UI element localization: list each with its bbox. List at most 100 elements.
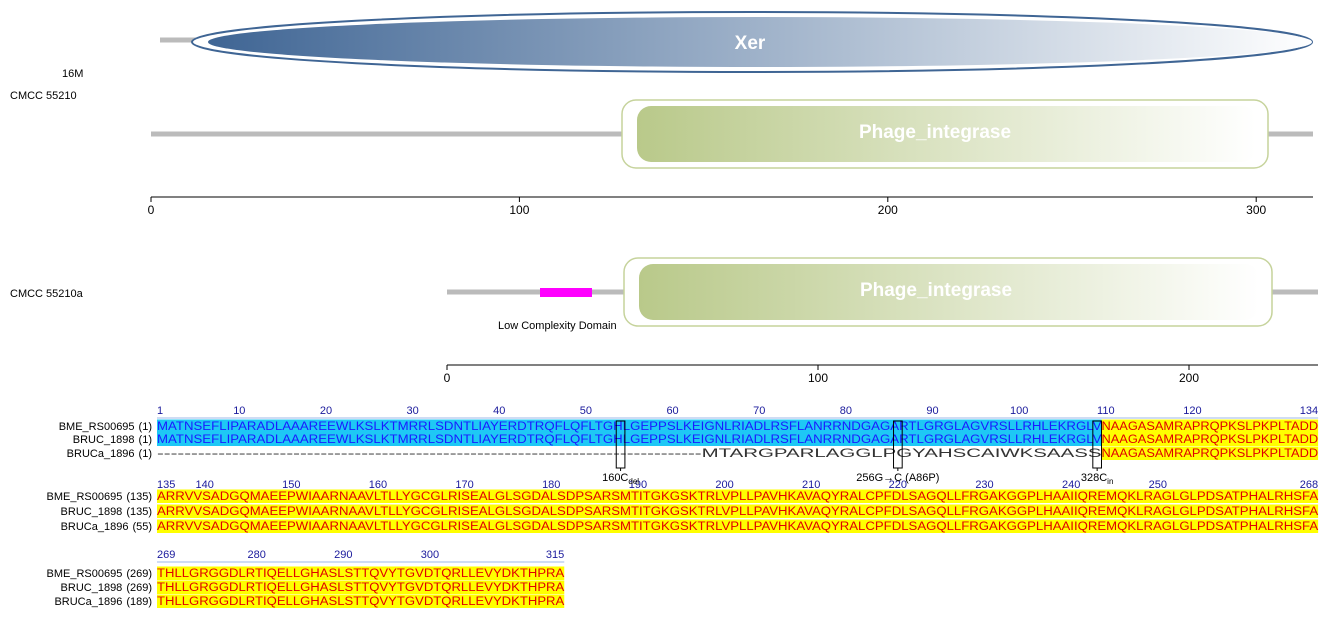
domain-xer — [208, 17, 1312, 67]
row-name: BRUCa_1896 — [67, 448, 135, 460]
row-start: (1) — [139, 434, 152, 446]
row-start: (269) — [126, 582, 152, 594]
row-start: (55) — [132, 521, 152, 533]
ruler-number: 110 — [1097, 405, 1115, 417]
sequence-highlight — [1101, 446, 1319, 460]
region-label: Low Complexity Domain — [498, 320, 617, 332]
ruler-number: 60 — [666, 405, 678, 417]
ruler-number: 135 — [157, 479, 175, 491]
row-start: (269) — [126, 568, 152, 580]
row-name: BME_RS00695 — [59, 421, 135, 433]
sequence-highlight — [157, 419, 1102, 433]
ruler-number: 315 — [546, 549, 564, 561]
ruler-number: 90 — [926, 405, 938, 417]
ruler-number: 230 — [975, 479, 993, 491]
ruler-number: 50 — [580, 405, 592, 417]
mutation-label: 160Cdel — [602, 472, 639, 486]
strain-label: 16M — [62, 68, 83, 80]
ruler-number: 30 — [406, 405, 418, 417]
row-name: BME_RS00695 — [46, 491, 122, 503]
row-name: BRUCa_1896 — [61, 521, 129, 533]
ruler-number: 200 — [715, 479, 733, 491]
row-name: BME_RS00695 — [46, 568, 122, 580]
mutation-text: 160C — [602, 472, 628, 484]
sequence: ARRVVSADGQMAEEPWIAARNAAVLTLLYGCGLRISEALG… — [157, 521, 1318, 533]
sequence: ARRVVSADGQMAEEPWIAARNAAVLTLLYGCGLRISEALG… — [157, 491, 1318, 503]
sequence: ----------------------------------------… — [157, 448, 1102, 460]
sequence: NAAGASAMRAPRQPKSLPKPLTADD — [1101, 434, 1318, 446]
low-complexity-region — [540, 288, 592, 297]
row-start: (135) — [126, 491, 152, 503]
ruler-number: 150 — [282, 479, 300, 491]
sequence-highlight — [157, 489, 1319, 503]
row-start: (189) — [126, 596, 152, 608]
domain-phage — [639, 264, 1259, 320]
domain-label: Phage_integrase — [859, 122, 1011, 143]
ruler-number: 250 — [1149, 479, 1167, 491]
sequence-highlight — [157, 580, 565, 594]
ruler-number: 269 — [157, 549, 175, 561]
ruler-number: 80 — [840, 405, 852, 417]
sequence: MATNSEFLIPARADLAAAREEWLKSLKTMRRLSDNTLIAY… — [157, 421, 1102, 433]
sequence-highlight — [1101, 432, 1319, 446]
domain-phage — [637, 106, 1256, 162]
ruler-number: 100 — [1010, 405, 1028, 417]
ruler-number: 268 — [1300, 479, 1318, 491]
mutation-subscript: del — [628, 477, 639, 486]
strain-label: CMCC 55210 — [10, 90, 77, 102]
ruler-number: 140 — [195, 479, 213, 491]
domain-map: CMCC 55210a Low Complexity Domain Phage_… — [10, 257, 1318, 385]
row-name: BRUC_1898 — [73, 434, 135, 446]
sequence-highlight — [157, 504, 1319, 518]
ruler-number: 1 — [157, 405, 163, 417]
mutation-text: 256G→C (A86P) — [856, 472, 939, 484]
ruler-number: 160 — [369, 479, 387, 491]
sequence: THLLGRGGDLRTIQELLGHASLSTTQVYTGVDTQRLLEVY… — [157, 596, 565, 608]
sequence-highlight — [1101, 419, 1319, 433]
sequence-highlight — [157, 594, 565, 608]
domain-map: 16M CMCC 55210 Xer Phage_integrase 0 100 2… — [10, 11, 1313, 217]
mutation-label: 256G→C (A86P) — [856, 472, 939, 484]
ruler-number: 210 — [802, 479, 820, 491]
axis-ticks: 0 100 200 — [444, 365, 1199, 385]
tick-label: 0 — [148, 203, 155, 217]
strain-label: CMCC 55210a — [10, 288, 84, 300]
sequence: NAAGASAMRAPRQPKSLPKPLTADD — [1101, 421, 1318, 433]
ruler-number: 280 — [247, 549, 265, 561]
alignment: 1 10 20 30 40 50 60 70 80 90 100 110 120 134(1)BME_RS… — [46, 405, 1318, 608]
ruler-number: 290 — [334, 549, 352, 561]
ruler-number: 190 — [629, 479, 647, 491]
row-name: BRUC_1898 — [61, 506, 123, 518]
sequence-highlight — [157, 566, 565, 580]
ruler-number: 134 — [1300, 405, 1318, 417]
sequence: THLLGRGGDLRTIQELLGHASLSTTQVYTGVDTQRLLEVY… — [157, 582, 565, 594]
axis-ticks: 0 100 200 300 — [148, 197, 1267, 217]
sequence: THLLGRGGDLRTIQELLGHASLSTTQVYTGVDTQRLLEVY… — [157, 568, 565, 580]
domain-label: Phage_integrase — [860, 280, 1012, 301]
sequence: ARRVVSADGQMAEEPWIAARNAAVLTLLYGCGLRISEALG… — [157, 506, 1318, 518]
tick-label: 200 — [1179, 371, 1199, 385]
ruler-number: 10 — [233, 405, 245, 417]
sequence: MATNSEFLIPARADLAAAREEWLKSLKTMRRLSDNTLIAY… — [157, 434, 1102, 446]
tick-label: 100 — [808, 371, 828, 385]
mutation-label: 328Cin — [1081, 472, 1114, 486]
ruler-number: 40 — [493, 405, 505, 417]
ruler-number: 170 — [455, 479, 473, 491]
domain-label: Xer — [735, 33, 766, 54]
ruler-number: 70 — [753, 405, 765, 417]
tick-label: 0 — [444, 371, 451, 385]
sequence: NAAGASAMRAPRQPKSLPKPLTADD — [1101, 448, 1318, 460]
row-name: BRUC_1898 — [61, 582, 123, 594]
ruler-number: 20 — [320, 405, 332, 417]
row-name: BRUCa_1896 — [54, 596, 122, 608]
ruler-number: 240 — [1062, 479, 1080, 491]
ruler-number: 220 — [889, 479, 907, 491]
row-start: (1) — [139, 421, 152, 433]
mutation-subscript: in — [1107, 477, 1113, 486]
mutation-text: 328C — [1081, 472, 1107, 484]
tick-label: 100 — [509, 203, 529, 217]
sequence-highlight — [157, 519, 1319, 533]
row-start: (135) — [126, 506, 152, 518]
tick-label: 300 — [1246, 203, 1266, 217]
